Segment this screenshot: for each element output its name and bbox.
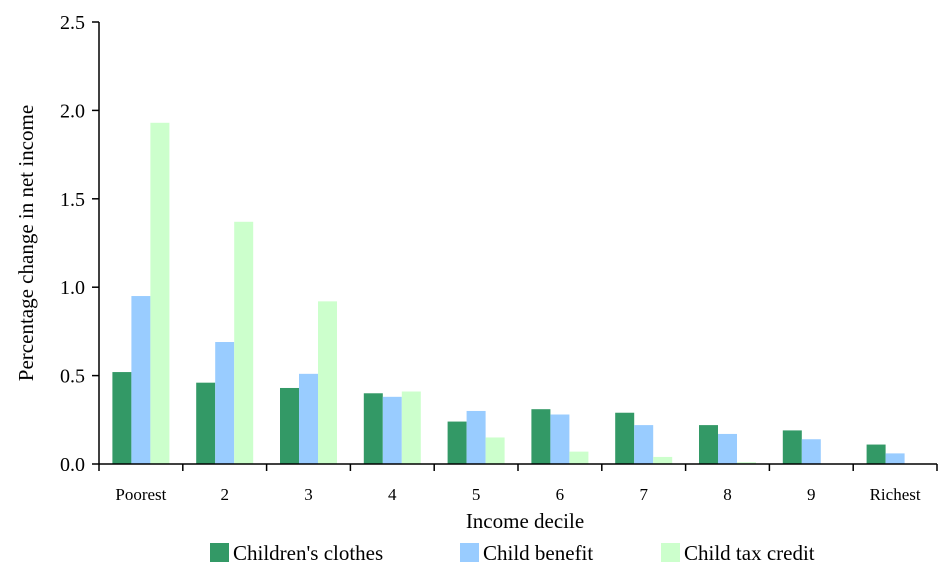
x-tick-label: 9 — [807, 485, 816, 504]
bar — [885, 453, 905, 464]
legend-label: Children's clothes — [233, 541, 383, 565]
bar — [737, 462, 756, 464]
bar — [234, 221, 254, 464]
legend-label: Child benefit — [483, 541, 593, 565]
bar — [447, 421, 467, 464]
bar — [718, 433, 737, 464]
bar — [569, 451, 589, 464]
legend-label: Child tax credit — [684, 541, 815, 565]
x-tick-label: 3 — [304, 485, 313, 504]
x-axis-label: Income decile — [466, 509, 584, 533]
bar — [801, 439, 821, 464]
x-tick-label: 7 — [639, 485, 648, 504]
bars-group — [112, 122, 905, 464]
bar — [550, 414, 570, 464]
bar — [215, 342, 235, 464]
y-ticks-group: 0.0 0.5 1.0 1.5 2.0 2.5 — [60, 12, 99, 476]
x-tick-label: 2 — [220, 485, 229, 504]
x-tick-label: 4 — [388, 485, 397, 504]
bar — [699, 425, 718, 464]
bar — [280, 387, 299, 464]
bar — [131, 296, 151, 464]
y-tick-label: 2.0 — [60, 100, 85, 122]
bar — [466, 410, 486, 464]
x-tick-label: Poorest — [115, 485, 166, 504]
y-tick-label: 2.5 — [60, 12, 85, 34]
bar — [634, 425, 654, 464]
bar — [866, 444, 886, 464]
bar — [485, 437, 505, 464]
bar — [112, 372, 132, 464]
bar — [196, 382, 216, 464]
bar — [363, 393, 383, 464]
legend-swatch — [661, 543, 680, 562]
y-tick-label: 0.0 — [60, 454, 85, 476]
bar — [299, 373, 318, 464]
legend-swatch — [210, 543, 229, 562]
bar — [318, 301, 337, 464]
bar — [150, 122, 170, 464]
legend: Children's clothes Child benefit Child tax… — [210, 541, 815, 565]
x-tick-label: Richest — [870, 485, 921, 504]
y-tick-label: 1.0 — [60, 277, 85, 299]
x-ticks-group: Poorest 2 3 4 5 6 7 8 9 Richest — [98, 464, 938, 504]
bar — [653, 456, 673, 464]
x-tick-label: 8 — [723, 485, 732, 504]
bar — [782, 430, 802, 464]
bar — [615, 412, 635, 464]
y-axis-label: Percentage change in net income — [14, 105, 38, 381]
y-tick-label: 1.5 — [60, 189, 85, 211]
bar — [401, 391, 421, 464]
bar — [382, 396, 402, 464]
bar — [531, 409, 551, 464]
x-tick-label: 5 — [472, 485, 481, 504]
legend-swatch — [460, 543, 479, 562]
y-tick-label: 0.5 — [60, 366, 85, 388]
x-tick-label: 6 — [556, 485, 565, 504]
